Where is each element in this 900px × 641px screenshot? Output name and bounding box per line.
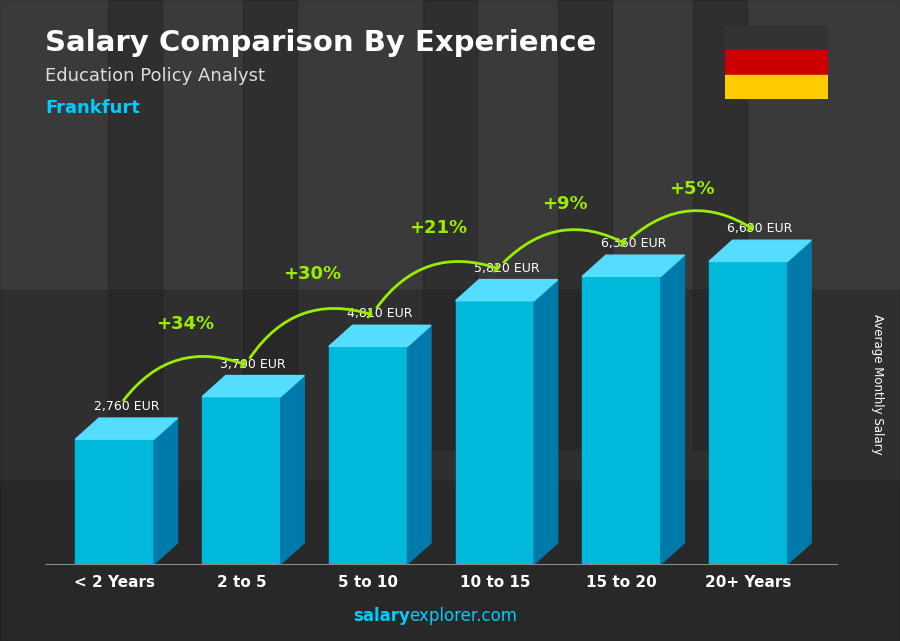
Text: +30%: +30% [283,265,341,283]
Bar [724,50,828,75]
Bar [243,0,297,449]
Polygon shape [76,439,154,564]
Polygon shape [709,262,788,564]
Text: Salary Comparison By Experience: Salary Comparison By Experience [45,29,596,57]
Text: 2,760 EUR: 2,760 EUR [94,400,159,413]
Polygon shape [582,255,684,276]
Text: +21%: +21% [410,219,468,237]
Polygon shape [661,255,684,564]
Polygon shape [154,418,177,564]
Polygon shape [281,376,304,564]
Text: explorer.com: explorer.com [410,607,518,625]
Polygon shape [202,376,304,397]
Text: 3,700 EUR: 3,700 EUR [220,358,286,370]
Text: 6,690 EUR: 6,690 EUR [727,222,793,235]
Text: +34%: +34% [156,315,214,333]
Polygon shape [534,279,558,564]
Bar [0,0,900,288]
Bar [558,0,612,449]
Polygon shape [76,418,177,439]
Text: +9%: +9% [543,195,588,213]
Text: 4,810 EUR: 4,810 EUR [347,307,413,320]
Bar [724,75,828,99]
Bar [108,0,162,449]
Bar [724,26,828,50]
Polygon shape [709,240,811,262]
Polygon shape [328,325,431,346]
Polygon shape [582,276,661,564]
Bar [0,481,900,641]
Polygon shape [455,301,534,564]
Text: +5%: +5% [670,180,715,198]
Text: Frankfurt: Frankfurt [45,99,140,117]
Bar [693,0,747,449]
Text: salary: salary [353,607,410,625]
Text: Education Policy Analyst: Education Policy Analyst [45,67,265,85]
Text: 5,820 EUR: 5,820 EUR [473,262,539,274]
Polygon shape [408,325,431,564]
Bar [423,0,477,449]
Polygon shape [788,240,811,564]
Polygon shape [202,397,281,564]
Polygon shape [455,279,558,301]
Text: Average Monthly Salary: Average Monthly Salary [871,314,884,455]
Polygon shape [328,346,408,564]
Text: 6,360 EUR: 6,360 EUR [600,237,666,250]
